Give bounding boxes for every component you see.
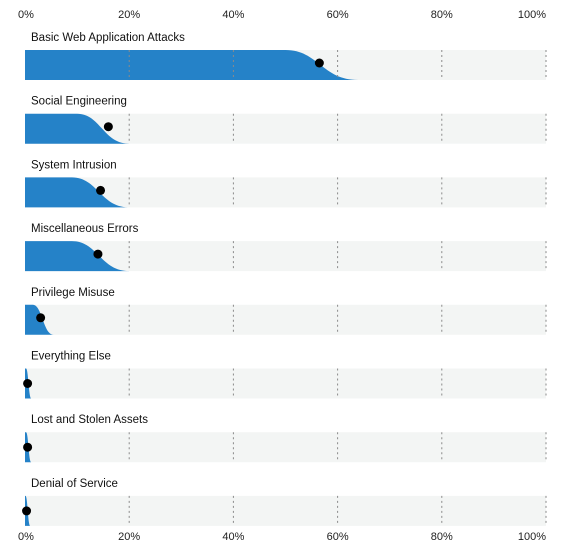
median-marker	[22, 506, 32, 516]
median-marker	[23, 379, 33, 388]
row-label: Privilege Misuse	[31, 287, 115, 299]
row-label: Basic Web Application Attacks	[31, 32, 185, 44]
median-marker	[36, 313, 46, 323]
x-tick-label-top: 20%	[118, 9, 140, 21]
row-track	[25, 495, 546, 526]
row-track	[25, 304, 546, 335]
x-tick-label-top: 0%	[18, 9, 34, 21]
x-tick-label-bottom: 40%	[222, 531, 244, 543]
distribution-area	[25, 177, 130, 208]
row-track	[25, 177, 546, 208]
median-marker	[23, 442, 33, 452]
x-tick-label-bottom: 0%	[18, 531, 34, 543]
x-tick-label-top: 60%	[327, 9, 349, 21]
x-tick-label-top: 100%	[518, 9, 546, 21]
row-label: Denial of Service	[31, 478, 118, 490]
x-tick-label-bottom: 80%	[431, 531, 453, 543]
row-label: System Intrusion	[31, 159, 117, 171]
row-track	[25, 368, 546, 399]
x-tick-label-top: 40%	[222, 9, 244, 21]
distribution-area	[25, 113, 130, 144]
row-track	[25, 432, 546, 463]
x-tick-label-bottom: 60%	[327, 531, 349, 543]
row-label: Miscellaneous Errors	[31, 223, 139, 235]
x-tick-label-top: 80%	[431, 9, 453, 21]
row-label: Everything Else	[31, 351, 111, 363]
median-marker	[96, 185, 106, 195]
row-label: Lost and Stolen Assets	[31, 414, 148, 426]
row-track	[25, 241, 546, 272]
median-marker	[103, 122, 113, 132]
median-marker	[93, 249, 103, 259]
distribution-area	[25, 241, 130, 272]
distribution-area	[25, 50, 359, 80]
x-tick-label-bottom: 100%	[518, 531, 546, 543]
row-label: Social Engineering	[31, 96, 127, 108]
median-marker	[314, 58, 324, 68]
x-tick-label-bottom: 20%	[118, 531, 140, 543]
